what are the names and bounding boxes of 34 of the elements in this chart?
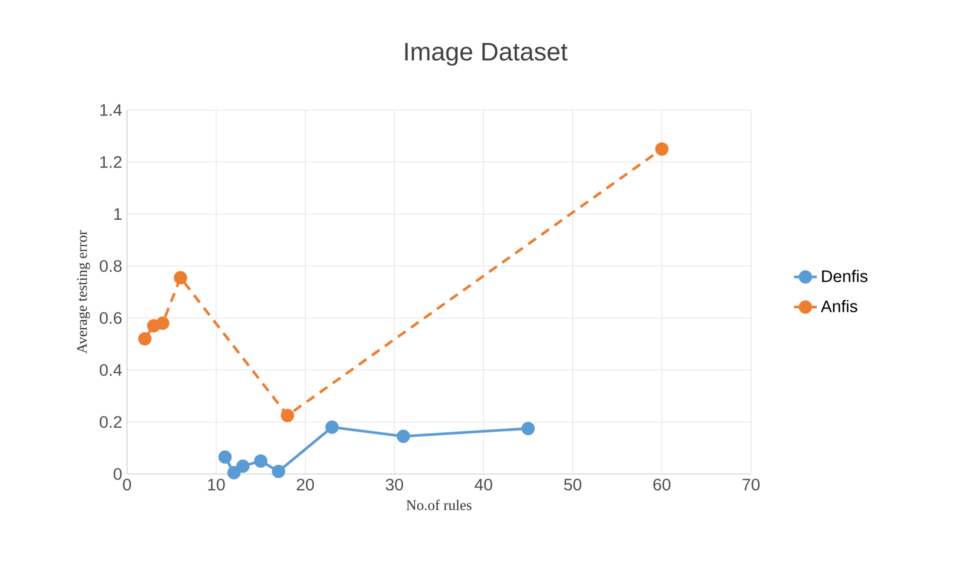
x-tick-label: 40: [474, 478, 492, 490]
x-axis-title: No.of rules: [406, 500, 472, 510]
y-tick-label: 1: [114, 208, 122, 220]
y-tick-label: 0.8: [100, 260, 122, 272]
x-tick-label: 10: [208, 478, 225, 490]
x-tick-label: 30: [386, 478, 404, 490]
point: [227, 466, 241, 480]
point: [325, 420, 339, 434]
x-tick-label: 60: [653, 478, 670, 490]
y-axis-title: Average testing error: [77, 230, 90, 354]
point: [156, 316, 170, 330]
y-tick-label: 1.2: [100, 156, 122, 168]
point: [236, 460, 250, 473]
point: [138, 332, 152, 346]
x-tick-label: 0: [123, 478, 131, 490]
point: [218, 450, 232, 464]
point: [521, 422, 535, 436]
y-tick-label: 1.4: [100, 104, 122, 116]
legend-label: Denfis: [822, 270, 868, 282]
point: [396, 430, 410, 443]
y-tick-label: 0.2: [100, 416, 122, 428]
point: [655, 142, 669, 156]
point: [272, 464, 286, 478]
legend-label: Anfis: [820, 300, 858, 312]
point: [174, 271, 188, 284]
y-tick-label: 0.6: [100, 312, 122, 324]
point: [280, 408, 294, 422]
point: [254, 454, 268, 468]
y-tick-label: 0: [114, 468, 122, 480]
chart-title: Image Dataset: [405, 42, 568, 66]
x-tick-label: 50: [564, 478, 582, 490]
y-tick-label: 0.4: [100, 364, 122, 376]
x-tick-label: 70: [742, 478, 760, 490]
x-tick-label: 20: [296, 478, 314, 490]
